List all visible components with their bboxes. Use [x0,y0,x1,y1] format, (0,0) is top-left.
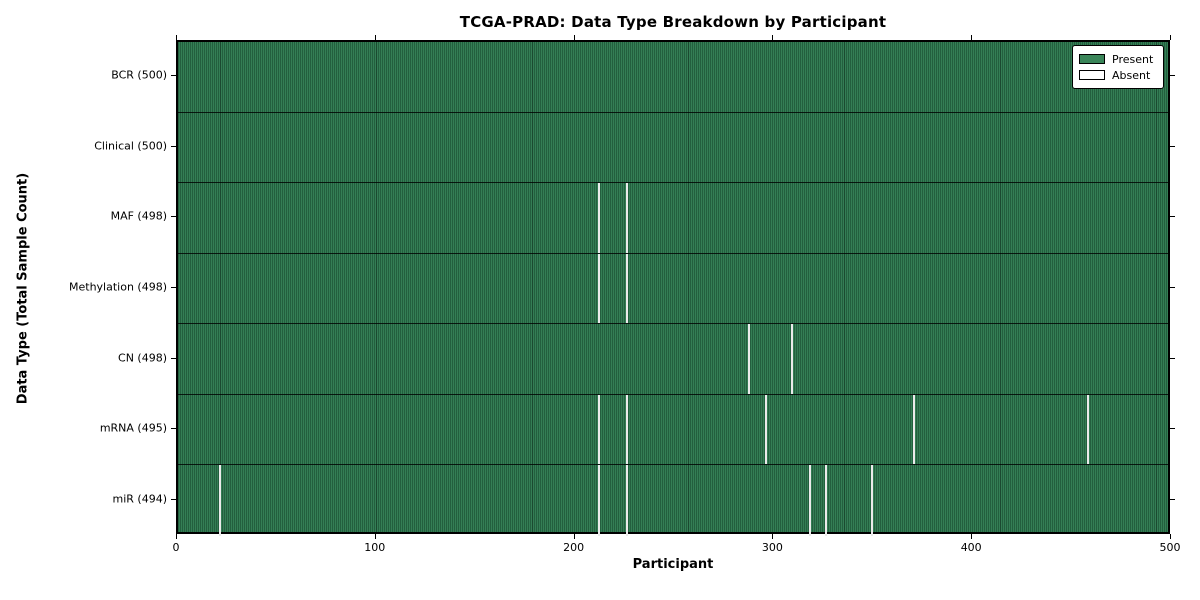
y-tick-mark [171,216,176,218]
row-mrna [178,394,1168,466]
y-tick-label: Clinical (500) [94,139,167,153]
y-tick-mark [1170,287,1175,288]
x-tick-label: 200 [563,541,585,554]
x-tick-mark [971,35,973,40]
absent-gap [1087,394,1090,465]
absent-gap [870,465,873,536]
x-tick-label: 0 [172,541,180,554]
y-tick-mark [1170,357,1175,359]
absent-gap [809,465,812,536]
absent-gap [765,394,768,465]
row-mir [178,465,1168,536]
absent-gap [598,465,601,536]
y-tick-label: Methylation (498) [69,280,167,294]
y-tick-mark [171,75,176,77]
y-tick-mark [1170,145,1175,147]
absent-gap [626,183,629,253]
absent-gap [598,253,601,324]
y-tick-mark [1170,428,1175,430]
x-tick-mark [374,35,376,40]
plot-area [176,40,1170,536]
absent-swatch-icon [1079,70,1105,80]
absent-gap [626,394,629,465]
x-tick-label: 100 [364,541,386,554]
y-tick-mark [1170,498,1175,500]
row-maf [178,183,1168,254]
y-tick-mark [1170,75,1175,77]
y-tick-label: mRNA (495) [99,421,167,435]
absent-gap [598,394,601,465]
x-tick-mark [573,534,575,539]
absent-gap [747,324,750,394]
x-tick-mark [374,534,376,539]
row-cn [178,324,1168,395]
y-tick-mark [171,428,176,430]
y-tick-mark [171,145,176,147]
absent-gap [598,183,601,253]
absent-gap [626,465,629,536]
row-bcr [178,42,1168,113]
y-tick-label: BCR (500) [111,68,167,82]
x-tick-label: 300 [761,541,783,554]
legend: Present Absent [1072,45,1164,89]
x-tick-mark [1170,534,1171,539]
x-tick-mark [1170,35,1171,40]
y-tick-mark [171,498,176,500]
legend-item-absent: Absent [1079,67,1156,83]
absent-gap [912,394,915,465]
x-tick-label: 500 [1159,541,1181,554]
x-tick-mark [573,35,575,40]
row-clinical [178,113,1168,184]
y-tick-label: MAF (498) [110,209,167,223]
y-tick-label: miR (494) [112,492,168,506]
absent-gap [791,324,794,394]
legend-present-label: Present [1112,52,1154,66]
present-swatch-icon [1079,54,1105,64]
x-tick-mark [772,35,774,40]
legend-absent-label: Absent [1112,68,1151,82]
x-tick-mark [176,35,177,40]
legend-item-present: Present [1079,51,1156,67]
absent-gap [218,465,221,536]
x-tick-mark [971,534,973,539]
x-axis-label: Participant [632,557,714,572]
y-tick-mark [171,287,176,288]
y-tick-mark [1170,216,1175,218]
x-tick-label: 400 [960,541,982,554]
absent-gap [626,253,629,324]
row-methylation [178,253,1168,325]
y-tick-mark [171,357,176,359]
chart-title: TCGA-PRAD: Data Type Breakdown by Partic… [459,13,887,31]
x-tick-mark [772,534,774,539]
y-tick-label: CN (498) [118,351,167,365]
x-tick-mark [176,534,177,539]
absent-gap [825,465,828,536]
